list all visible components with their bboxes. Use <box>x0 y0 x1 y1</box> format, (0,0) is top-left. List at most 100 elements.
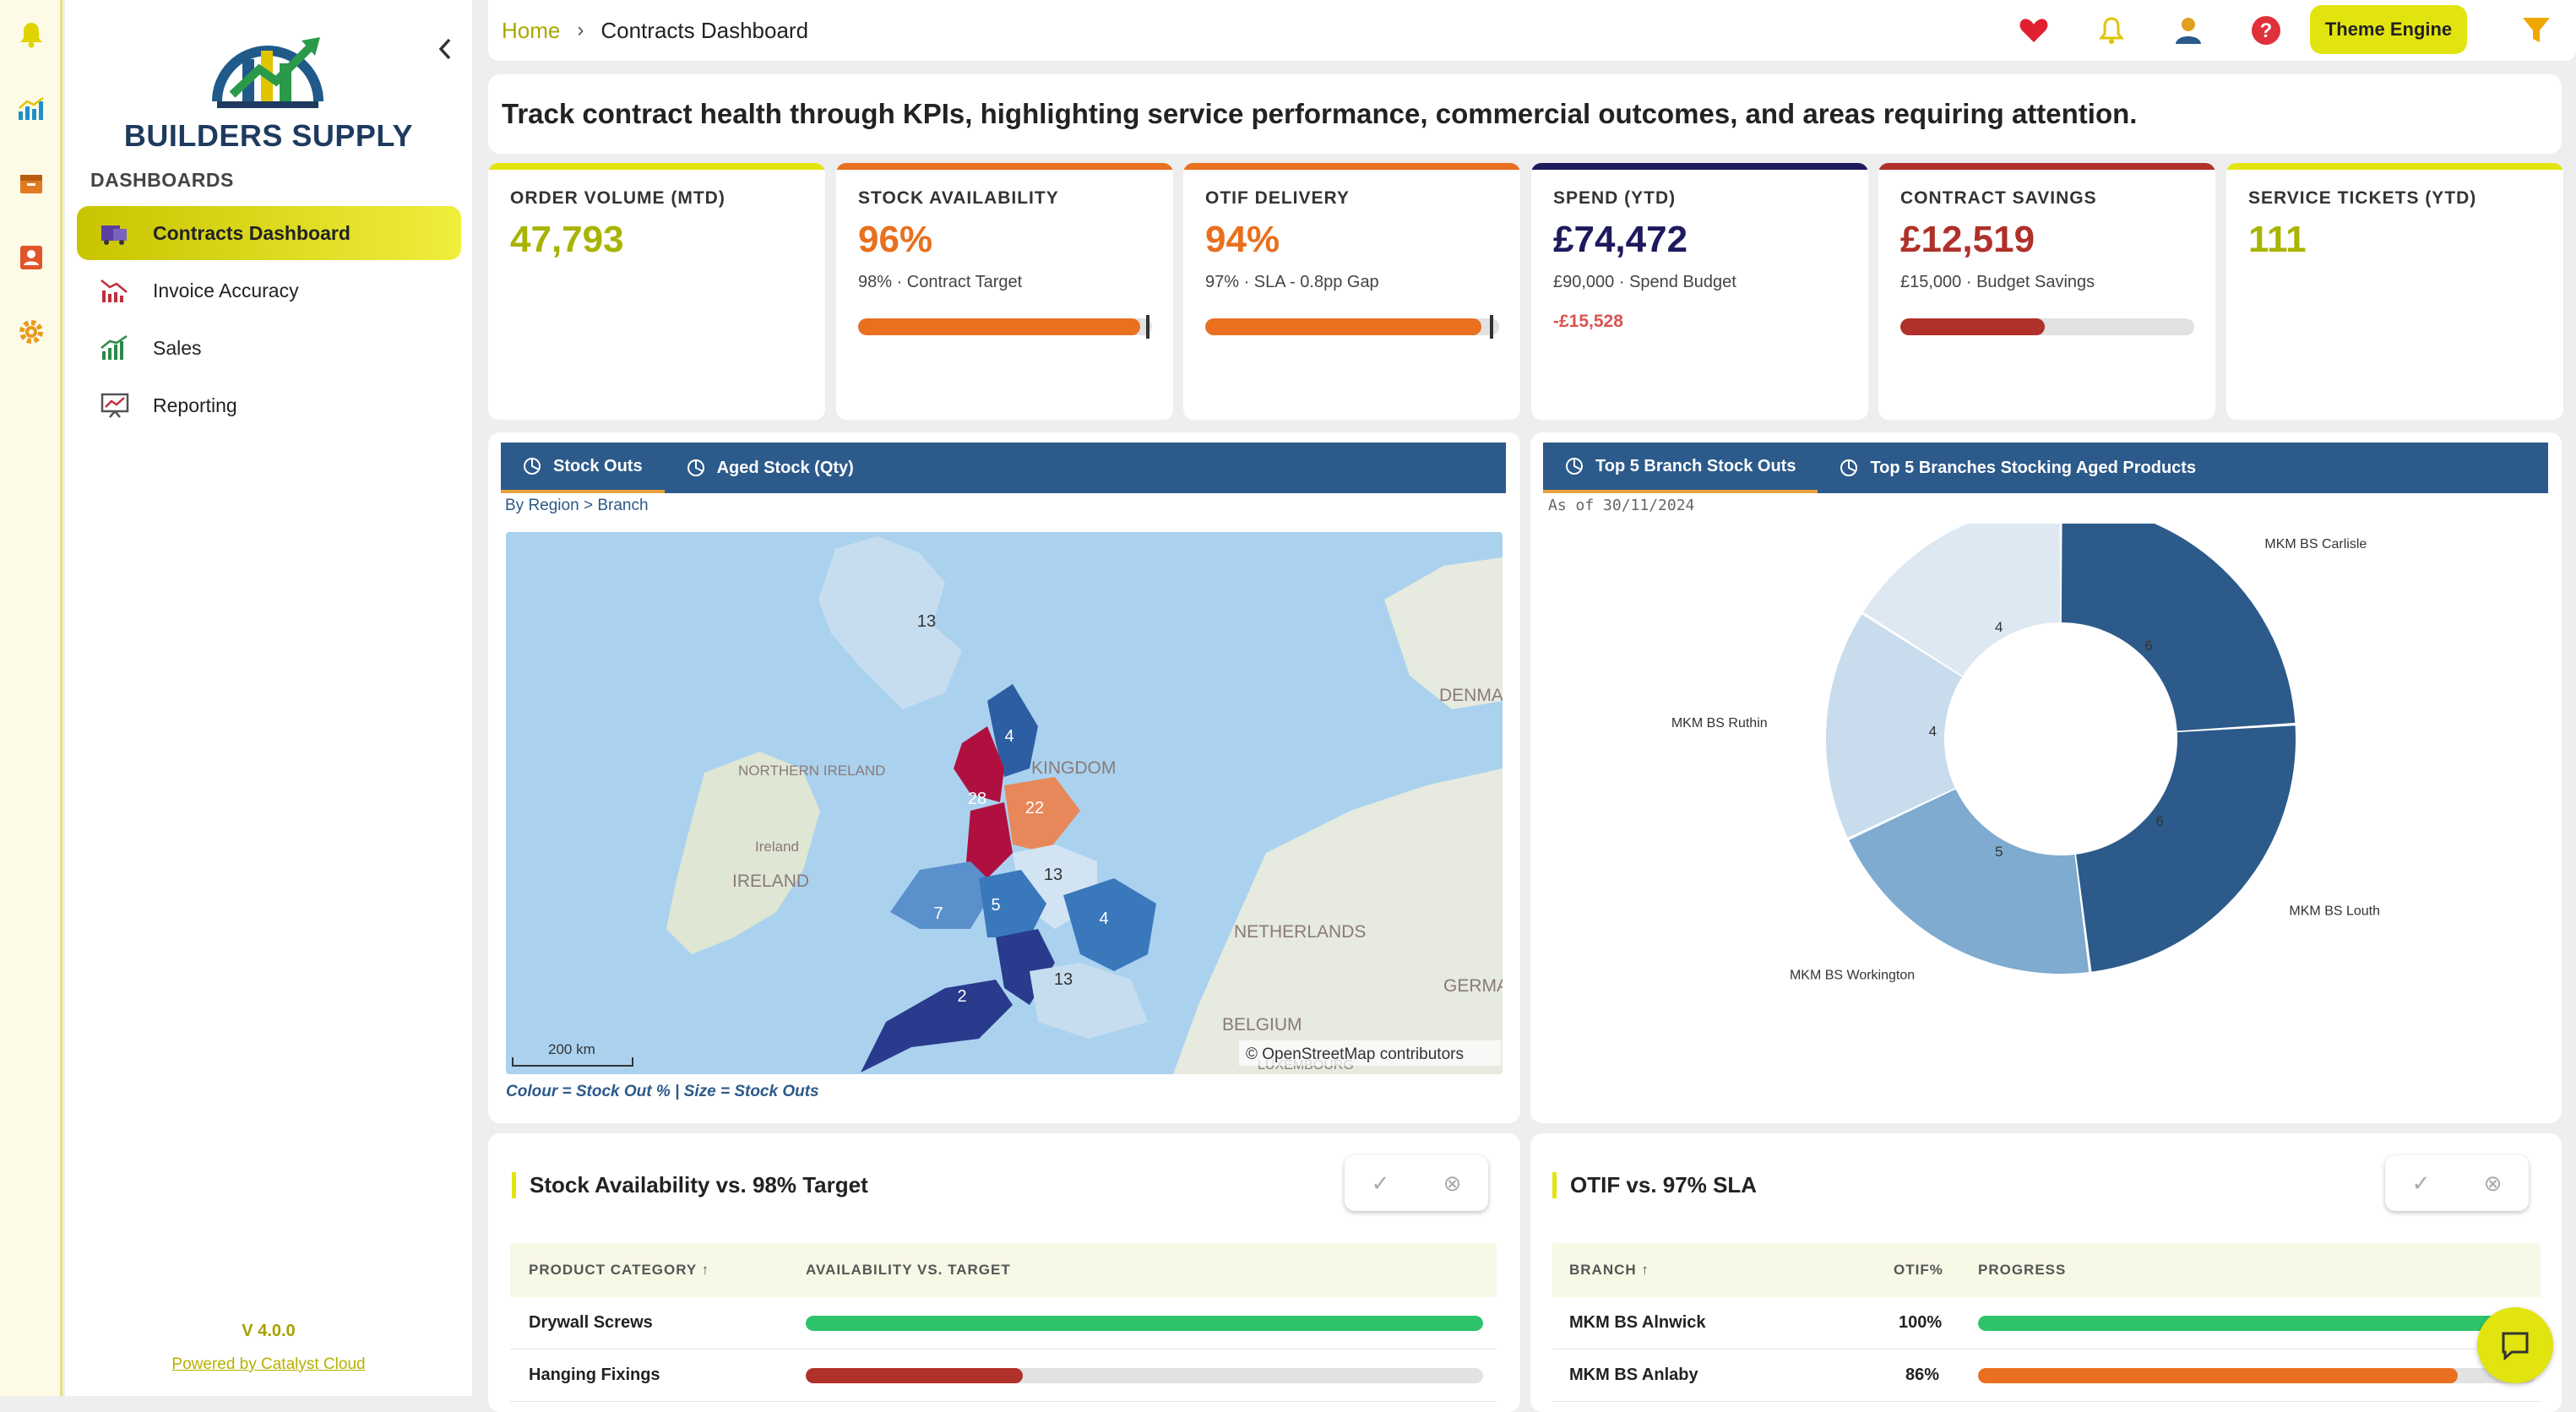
column-header-product-category[interactable]: PRODUCT CATEGORY ↑ <box>529 1262 710 1278</box>
stock-out-map[interactable]: 13 4 28 22 13 7 5 4 2 13 NORTHERN IRELAN… <box>506 532 1503 1074</box>
page-headline: Track contract health through KPIs, high… <box>488 74 2562 154</box>
column-header-otif[interactable]: OTIF% <box>1894 1262 1943 1278</box>
panel-actions: ✓ ⊗ <box>2385 1155 2529 1211</box>
table-row[interactable]: Hanging Fixings <box>510 1350 1497 1402</box>
sidebar-item-label: Sales <box>153 336 202 359</box>
donut-slice[interactable] <box>2076 725 2296 972</box>
tab-top-5-stock-outs[interactable]: Top 5 Branch Stock Outs <box>1543 443 1818 493</box>
collapse-sidebar-button[interactable] <box>428 32 462 66</box>
kpi-progress-bar <box>1900 318 2194 335</box>
map-attribution[interactable]: © OpenStreetMap contributors <box>1246 1045 1464 1063</box>
chat-button[interactable] <box>2477 1307 2553 1383</box>
close-circle-icon[interactable]: ⊗ <box>1443 1170 1462 1196</box>
map-tabs: Stock Outs Aged Stock (Qty) <box>501 443 1506 493</box>
region-wales[interactable] <box>890 861 996 929</box>
bell-icon[interactable] <box>15 19 47 51</box>
kpi-subtext: 97% · SLA - 0.8pp Gap <box>1205 273 1379 291</box>
branch-name: MKM BS Anlaby <box>1569 1366 1698 1384</box>
check-icon[interactable]: ✓ <box>1371 1170 1390 1196</box>
map-breadcrumb[interactable]: By Region > Branch <box>505 497 649 514</box>
donut-slice[interactable] <box>1849 789 2090 974</box>
box-icon[interactable] <box>15 167 47 199</box>
region-value: 13 <box>1054 970 1073 989</box>
region-north-east[interactable] <box>987 684 1038 777</box>
kpi-otif-delivery: OTIF DELIVERY 94% 97% · SLA - 0.8pp Gap <box>1183 163 1520 420</box>
sidebar-item-reporting[interactable]: Reporting <box>77 378 461 432</box>
kpi-contract-savings: CONTRACT SAVINGS £12,519 £15,000 · Budge… <box>1878 163 2215 420</box>
otif-panel: OTIF vs. 97% SLA ✓ ⊗ BRANCH ↑ OTIF% PROG… <box>1530 1133 2562 1412</box>
kpi-value: 96% <box>858 219 933 260</box>
region-scotland[interactable] <box>818 536 962 709</box>
heart-icon[interactable] <box>2017 14 2051 47</box>
map-scale-bar <box>512 1057 633 1067</box>
top-bar: Home › Contracts Dashboard <box>488 0 2552 61</box>
region-value: 5 <box>991 896 1000 915</box>
svg-text:?: ? <box>2260 19 2273 42</box>
kpi-subtext: 98% · Contract Target <box>858 273 1023 291</box>
map-label-denmark: DENMA <box>1439 686 1503 705</box>
kpi-label: ORDER VOLUME (MTD) <box>510 188 726 208</box>
stock-availability-panel: Stock Availability vs. 98% Target ✓ ⊗ PR… <box>488 1133 1520 1412</box>
tab-top-5-aged-products[interactable]: Top 5 Branches Stocking Aged Products <box>1818 443 2218 493</box>
gear-icon[interactable] <box>15 316 47 348</box>
table-row[interactable]: Drywall Screws <box>510 1297 1497 1350</box>
filter-button[interactable] <box>2496 0 2576 61</box>
table-row[interactable]: MKM BS Anlaby 86% <box>1552 1350 2541 1402</box>
table-header: PRODUCT CATEGORY ↑ AVAILABILITY VS. TARG… <box>510 1243 1497 1297</box>
kpi-label: OTIF DELIVERY <box>1205 188 1350 208</box>
donut-value-label: 5 <box>1995 844 2003 860</box>
tab-label: Stock Outs <box>553 456 643 475</box>
tab-aged-stock[interactable]: Aged Stock (Qty) <box>665 443 876 493</box>
help-icon[interactable]: ? <box>2249 14 2283 47</box>
breadcrumb-home[interactable]: Home <box>502 17 561 43</box>
donut-category-label: MKM BS Workington <box>1790 969 1915 983</box>
region-south-east[interactable] <box>1030 963 1148 1039</box>
region-value: 28 <box>968 790 986 808</box>
map-label-netherlands: NETHERLANDS <box>1234 922 1366 942</box>
donut-value-label: 6 <box>2155 813 2163 829</box>
donut-slice[interactable] <box>2061 524 2296 731</box>
map-caption: Colour = Stock Out % | Size = Stock Outs <box>506 1083 819 1100</box>
panel-title: Stock Availability vs. 98% Target <box>512 1172 868 1198</box>
pie-icon <box>1840 459 1858 476</box>
region-yorkshire[interactable] <box>1004 777 1080 853</box>
user-icon[interactable] <box>2171 14 2205 47</box>
region-south-west[interactable] <box>861 980 1013 1073</box>
app-version: V 4.0.0 <box>242 1322 296 1340</box>
sidebar-item-contracts-dashboard[interactable]: Contracts Dashboard <box>77 206 461 260</box>
column-header-availability[interactable]: AVAILABILITY VS. TARGET <box>806 1262 1011 1278</box>
region-west-midlands[interactable] <box>979 870 1046 937</box>
region-east-anglia[interactable] <box>1063 878 1156 971</box>
column-header-branch[interactable]: BRANCH ↑ <box>1569 1262 1649 1278</box>
donut-slice[interactable] <box>1863 524 2061 676</box>
tab-stock-outs[interactable]: Stock Outs <box>501 443 665 493</box>
panel-actions: ✓ ⊗ <box>1345 1155 1488 1211</box>
tab-label: Aged Stock (Qty) <box>716 458 854 477</box>
region-value: 7 <box>933 904 943 923</box>
region-cheshire[interactable] <box>966 802 1013 878</box>
sidebar-item-sales[interactable]: Sales <box>77 321 461 375</box>
close-circle-icon[interactable]: ⊗ <box>2483 1170 2503 1196</box>
check-icon[interactable]: ✓ <box>2411 1170 2431 1196</box>
brand-name: BUILDERS SUPPLY <box>123 118 414 153</box>
donut-value-label: 4 <box>1929 723 1937 739</box>
donut-slice[interactable] <box>1826 614 1963 838</box>
powered-by-link[interactable]: Powered by Catalyst Cloud <box>171 1355 366 1373</box>
map-label-kingdom: KINGDOM <box>1031 758 1116 778</box>
table-header: BRANCH ↑ OTIF% PROGRESS <box>1552 1243 2541 1297</box>
contact-icon[interactable] <box>15 242 47 274</box>
column-header-progress[interactable]: PROGRESS <box>1978 1262 2067 1278</box>
availability-bar <box>806 1367 1483 1383</box>
icon-rail <box>0 0 62 1396</box>
donut-chart[interactable]: 6 MKM BS Carlisle 6 MKM BS Louth 5 MKM BS Wor… <box>1530 524 2562 1098</box>
region-value: 13 <box>1044 866 1062 884</box>
bar-chart-icon[interactable] <box>15 93 47 125</box>
sidebar-item-label: Contracts Dashboard <box>153 221 351 244</box>
region-north-west[interactable] <box>954 726 1004 802</box>
sidebar-item-invoice-accuracy[interactable]: Invoice Accuracy <box>77 263 461 318</box>
donut-value-label: 6 <box>2144 638 2152 654</box>
theme-engine-button[interactable]: Theme Engine <box>2310 5 2467 54</box>
bell-icon[interactable] <box>2095 14 2128 47</box>
otif-value: 100% <box>1899 1313 1943 1332</box>
table-row[interactable]: MKM BS Alnwick 100% <box>1552 1297 2541 1350</box>
